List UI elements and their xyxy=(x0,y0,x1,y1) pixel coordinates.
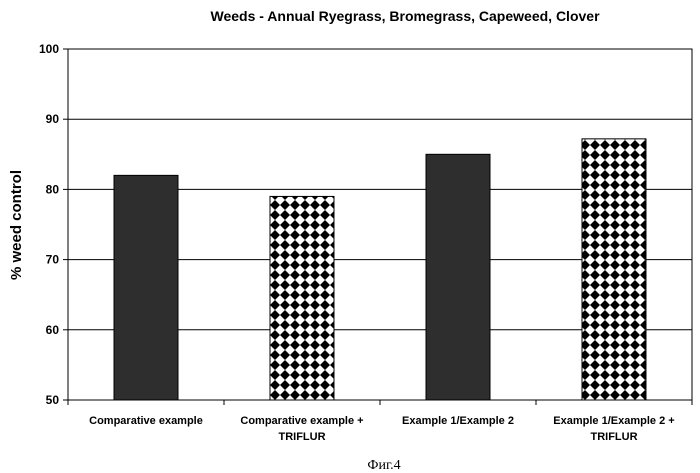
bar-3 xyxy=(426,154,490,400)
x-category-label: Example 1/Example 2 xyxy=(402,415,514,427)
bar-4 xyxy=(582,139,646,400)
y-tick-label: 100 xyxy=(39,42,59,56)
bars xyxy=(114,139,646,400)
y-tick-label: 70 xyxy=(46,253,60,267)
x-category-label: Comparative example + xyxy=(240,415,363,427)
x-category-label: Example 1/Example 2 + xyxy=(553,415,674,427)
y-tick-label: 50 xyxy=(46,393,60,407)
x-axis-categories: Comparative example Comparative example +… xyxy=(68,400,692,443)
figure-caption: Фиг.4 xyxy=(367,458,400,473)
chart-title: Weeds - Annual Ryegrass, Bromegrass, Cap… xyxy=(210,8,600,24)
y-axis-label: % weed control xyxy=(8,170,25,280)
y-tick-label: 80 xyxy=(46,182,60,196)
bar-2 xyxy=(270,196,334,400)
bar-1 xyxy=(114,175,178,400)
x-category-label: TRIFLUR xyxy=(278,431,325,443)
y-tick-label: 90 xyxy=(46,112,60,126)
y-axis-ticks: 50 60 70 80 90 100 xyxy=(39,42,68,407)
bar-chart: Weeds - Annual Ryegrass, Bromegrass, Cap… xyxy=(0,0,700,473)
x-category-label: Comparative example xyxy=(89,415,203,427)
x-category-label: TRIFLUR xyxy=(590,431,637,443)
y-tick-label: 60 xyxy=(46,323,60,337)
